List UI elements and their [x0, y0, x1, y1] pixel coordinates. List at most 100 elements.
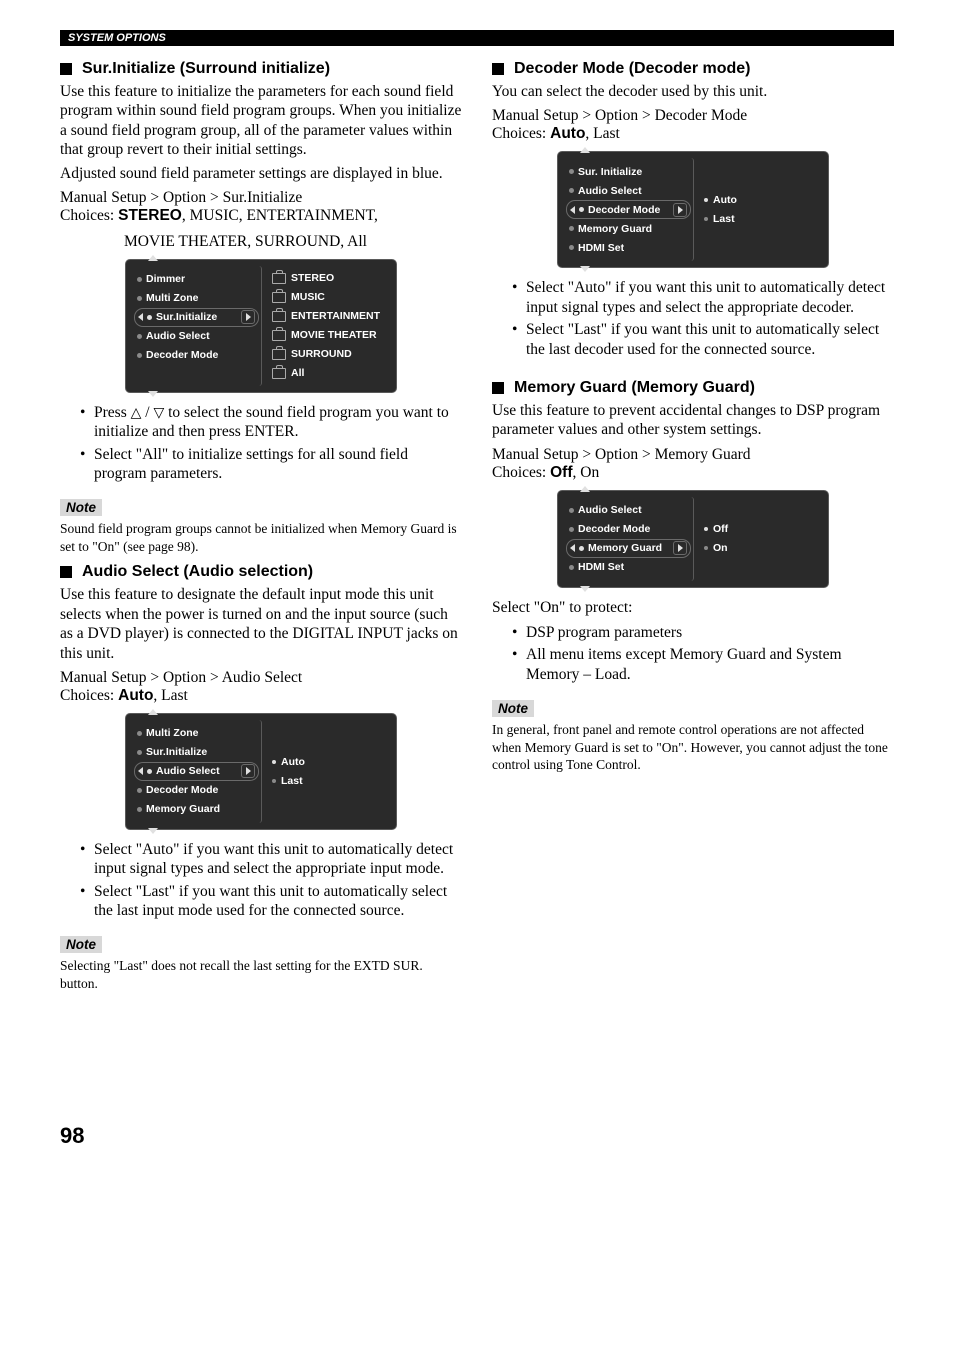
- list-item: All menu items except Memory Guard and S…: [512, 645, 894, 684]
- menu-screenshot-memory-guard: Audio Select Decoder Mode Memory Guard H…: [557, 490, 829, 588]
- body-text: Use this feature to prevent accidental c…: [492, 401, 894, 440]
- menu-item: Memory Guard: [578, 223, 652, 235]
- list-item: Select "Auto" if you want this unit to a…: [80, 840, 462, 879]
- arrow-left-icon: [570, 206, 575, 214]
- body-text: Use this feature to designate the defaul…: [60, 585, 462, 663]
- left-column: Sur.Initialize (Surround initialize) Use…: [60, 56, 462, 1149]
- arrow-up-icon: [148, 255, 158, 261]
- arrow-right-icon: [246, 767, 251, 775]
- option-label: ENTERTAINMENT: [291, 310, 380, 322]
- page-number: 98: [60, 1123, 462, 1149]
- menu-item: Audio Select: [578, 504, 642, 516]
- choices-bold: Off: [550, 464, 572, 481]
- heading-decoder-mode: Decoder Mode (Decoder mode): [492, 60, 894, 78]
- choices-line: Choices: STEREO, MUSIC, ENTERTAINMENT,: [60, 207, 462, 225]
- choices-prefix: Choices:: [60, 207, 118, 224]
- choices-prefix: Choices:: [492, 125, 550, 142]
- reset-icon: [272, 292, 286, 303]
- arrow-down-icon: [580, 586, 590, 592]
- arrow-up-icon: [148, 709, 158, 715]
- choices-line: Choices: Auto, Last: [60, 687, 462, 705]
- body-text: Adjusted sound field parameter settings …: [60, 164, 462, 183]
- option-label: Off: [713, 523, 728, 535]
- reset-icon: [272, 273, 286, 284]
- square-bullet-icon: [492, 382, 504, 394]
- bullet-list: Select "Auto" if you want this unit to a…: [492, 278, 894, 359]
- menu-options: Off On: [694, 497, 822, 581]
- heading-text: Audio Select (Audio selection): [82, 563, 313, 581]
- menu-options: STEREO MUSIC ENTERTAINMENT MOVIE THEATER…: [262, 266, 390, 386]
- menu-list: Sur. Initialize Audio Select Decoder Mod…: [564, 158, 694, 261]
- note-text: In general, front panel and remote contr…: [492, 721, 894, 774]
- note-text: Sound field program groups cannot be ini…: [60, 520, 462, 555]
- protect-label: Select "On" to protect:: [492, 598, 894, 617]
- list-item: DSP program parameters: [512, 623, 894, 642]
- choices-bold: Auto: [118, 687, 153, 704]
- option-label: On: [713, 542, 728, 554]
- note-text: Selecting "Last" does not recall the las…: [60, 957, 462, 992]
- option-label: MUSIC: [291, 291, 325, 303]
- arrow-down-icon: [580, 266, 590, 272]
- list-item: Select "Last" if you want this unit to a…: [512, 320, 894, 359]
- menu-screenshot-decoder-mode: Sur. Initialize Audio Select Decoder Mod…: [557, 151, 829, 268]
- menu-list: Audio Select Decoder Mode Memory Guard H…: [564, 497, 694, 581]
- menu-options: Auto Last: [694, 158, 822, 261]
- menu-item-selected: Decoder Mode: [588, 204, 660, 216]
- list-item: Select "Auto" if you want this unit to a…: [512, 278, 894, 317]
- down-glyph: ▽: [153, 404, 164, 420]
- arrow-left-icon: [570, 544, 575, 552]
- menu-item: Multi Zone: [146, 292, 199, 304]
- heading-memory-guard: Memory Guard (Memory Guard): [492, 379, 894, 397]
- arrow-up-icon: [580, 486, 590, 492]
- option-label: MOVIE THEATER: [291, 329, 377, 341]
- breadcrumb: Manual Setup > Option > Audio Select: [60, 669, 462, 687]
- menu-item: Memory Guard: [146, 803, 220, 815]
- arrow-right-icon: [678, 206, 683, 214]
- menu-item: Audio Select: [146, 330, 210, 342]
- heading-audio-select: Audio Select (Audio selection): [60, 563, 462, 581]
- two-column-layout: Sur.Initialize (Surround initialize) Use…: [60, 56, 894, 1149]
- choices-rest: , MUSIC, ENTERTAINMENT,: [182, 207, 378, 224]
- right-column: Decoder Mode (Decoder mode) You can sele…: [492, 56, 894, 1149]
- list-item: Select "All" to initialize settings for …: [80, 445, 462, 484]
- option-label: Auto: [713, 194, 737, 206]
- breadcrumb: Manual Setup > Option > Sur.Initialize: [60, 189, 462, 207]
- breadcrumb: Manual Setup > Option > Decoder Mode: [492, 107, 894, 125]
- heading-sur-initialize: Sur.Initialize (Surround initialize): [60, 60, 462, 78]
- note-label: Note: [60, 936, 102, 953]
- reset-icon: [272, 311, 286, 322]
- square-bullet-icon: [60, 63, 72, 75]
- note-label: Note: [60, 499, 102, 516]
- heading-text: Decoder Mode (Decoder mode): [514, 60, 750, 78]
- choices-prefix: Choices:: [492, 464, 550, 481]
- menu-options: Auto Last: [262, 720, 390, 823]
- menu-item-selected: Memory Guard: [588, 542, 662, 554]
- square-bullet-icon: [492, 63, 504, 75]
- menu-screenshot-sur-initialize: Dimmer Multi Zone Sur.Initialize Audio S…: [125, 259, 397, 393]
- menu-screenshot-audio-select: Multi Zone Sur.Initialize Audio Select D…: [125, 713, 397, 830]
- option-label: SURROUND: [291, 348, 352, 360]
- list-item: Press △ / ▽ to select the sound field pr…: [80, 403, 462, 442]
- choices-line: Choices: Off, On: [492, 464, 894, 482]
- arrow-left-icon: [138, 767, 143, 775]
- choices-rest: , Last: [585, 125, 619, 142]
- list-item: Select "Last" if you want this unit to a…: [80, 882, 462, 921]
- option-label: All: [291, 367, 304, 379]
- choices-bold: STEREO: [118, 207, 182, 224]
- header-bar: SYSTEM OPTIONS: [60, 30, 894, 46]
- arrow-down-icon: [148, 828, 158, 834]
- arrow-down-icon: [148, 391, 158, 397]
- menu-item: Sur.Initialize: [146, 746, 207, 758]
- option-label: Auto: [281, 756, 305, 768]
- bullet-list: DSP program parameters All menu items ex…: [492, 623, 894, 684]
- choices-line: Choices: Auto, Last: [492, 125, 894, 143]
- menu-item-selected: Audio Select: [156, 765, 220, 777]
- menu-item: Decoder Mode: [146, 784, 218, 796]
- heading-text: Sur.Initialize (Surround initialize): [82, 60, 330, 78]
- bullet-list: Select "Auto" if you want this unit to a…: [60, 840, 462, 921]
- choices-rest: , Last: [153, 687, 187, 704]
- option-label: Last: [281, 775, 303, 787]
- breadcrumb: Manual Setup > Option > Memory Guard: [492, 446, 894, 464]
- body-text: You can select the decoder used by this …: [492, 82, 894, 101]
- square-bullet-icon: [60, 566, 72, 578]
